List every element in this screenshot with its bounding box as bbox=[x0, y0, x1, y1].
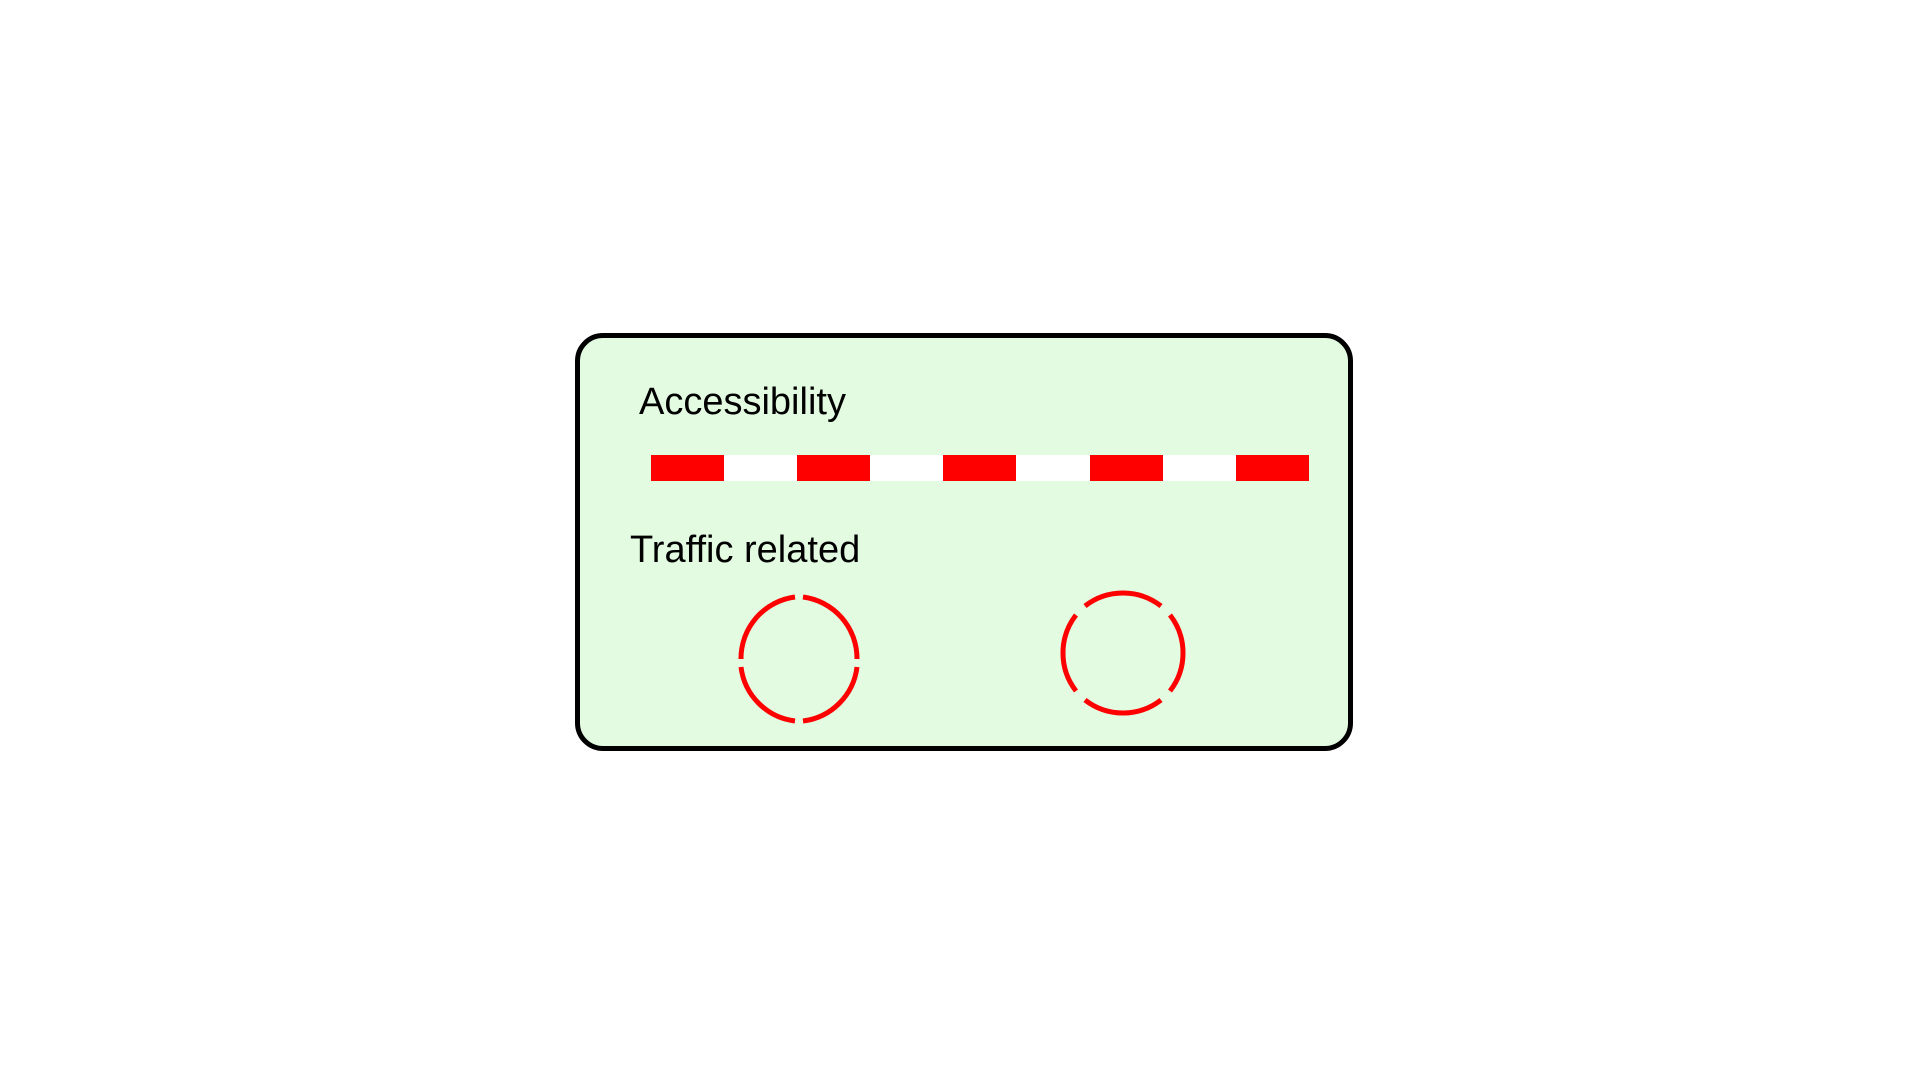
accessibility-dashed-line bbox=[651, 455, 1309, 481]
accessibility-label: Accessibility bbox=[639, 381, 846, 423]
dash-segment bbox=[943, 455, 1016, 481]
dash-segment bbox=[1236, 455, 1309, 481]
traffic-related-label: Traffic related bbox=[630, 529, 861, 571]
dash-segment bbox=[1090, 455, 1163, 481]
dash-segment bbox=[797, 455, 870, 481]
legend-box bbox=[575, 333, 1353, 751]
dash-segment bbox=[651, 455, 724, 481]
